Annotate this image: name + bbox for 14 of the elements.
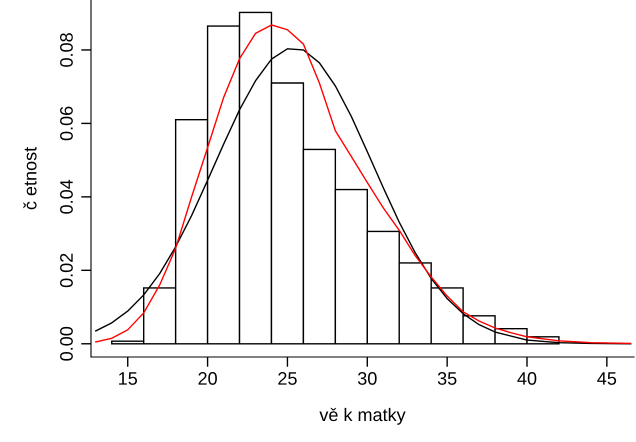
x-tick-label: 35 [438, 372, 456, 385]
x-tick-label: 45 [597, 372, 616, 385]
y-tick-label: 0.08 [60, 33, 73, 67]
x-tick-label: 25 [278, 372, 297, 385]
y-tick-label: 0.04 [60, 180, 73, 214]
y-tick-label: 0.02 [60, 254, 73, 288]
x-tick-label: 15 [119, 372, 138, 385]
y-axis-title: č etnost [23, 147, 37, 210]
y-tick-label: 0.06 [60, 106, 73, 140]
x-tick-label: 40 [517, 372, 536, 385]
x-axis-title: vě k matky [319, 408, 406, 425]
x-tick-label: 20 [198, 372, 217, 385]
x-tick-label: 30 [358, 372, 377, 385]
y-tick-label: 0.00 [60, 326, 73, 361]
